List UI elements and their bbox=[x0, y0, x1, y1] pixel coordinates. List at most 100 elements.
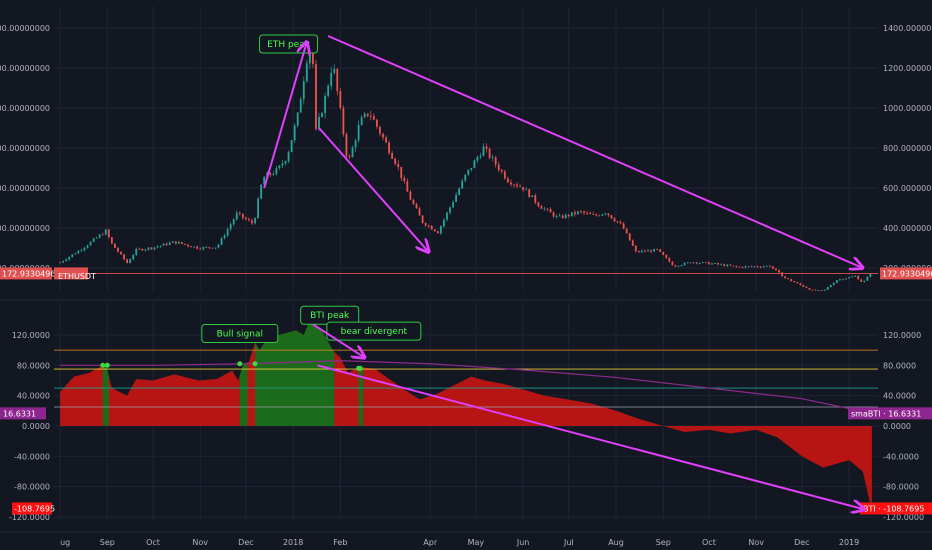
indicator-pane[interactable]: -120.0000 -120.0000 -80.0000 -80.0000 -40.00… bbox=[0, 302, 932, 522]
candle-body bbox=[345, 134, 348, 157]
candle-body bbox=[735, 265, 738, 267]
indicator-tick-label-left: 0.0000 bbox=[22, 422, 50, 431]
candle-body bbox=[138, 248, 141, 250]
candle-body bbox=[741, 266, 744, 268]
time-tick-label: Oct bbox=[702, 538, 716, 547]
candle-body bbox=[174, 241, 177, 244]
candle-body bbox=[357, 125, 360, 141]
candle-body bbox=[436, 231, 439, 234]
time-tick-label: Apr bbox=[423, 538, 438, 547]
candle-body bbox=[762, 266, 765, 268]
candle-body bbox=[382, 133, 384, 138]
candle-body bbox=[625, 228, 628, 234]
candle-body bbox=[555, 215, 558, 217]
candle-body bbox=[738, 266, 741, 268]
price-tick-label-right: 600.00000000 bbox=[883, 184, 932, 193]
candle-body bbox=[330, 72, 333, 86]
candle-body bbox=[321, 113, 323, 117]
bti-area-bullish bbox=[358, 366, 364, 426]
candle-body bbox=[467, 169, 470, 175]
candle-body bbox=[446, 212, 448, 220]
candle-body bbox=[552, 212, 555, 217]
candle-body bbox=[299, 99, 302, 113]
candle-body bbox=[574, 212, 576, 215]
candle-body bbox=[765, 265, 768, 267]
candle-body bbox=[327, 85, 330, 96]
candle-body bbox=[564, 214, 567, 219]
candle-body bbox=[674, 265, 677, 267]
indicator-tick-label-right: -120.0000 bbox=[883, 513, 924, 522]
candle-body bbox=[857, 275, 860, 280]
candle-body bbox=[546, 208, 549, 210]
candle-body bbox=[686, 262, 689, 264]
candle-body bbox=[845, 278, 847, 280]
candle-body bbox=[284, 161, 287, 164]
candle-body bbox=[153, 247, 156, 250]
candle-body bbox=[208, 246, 211, 248]
candle-body bbox=[147, 247, 150, 250]
bull-signal-dot bbox=[237, 361, 243, 367]
candle-body bbox=[814, 289, 817, 291]
candle-body bbox=[287, 152, 290, 162]
candle-body bbox=[80, 250, 83, 251]
candle-body bbox=[117, 247, 119, 252]
candle-body bbox=[83, 247, 86, 251]
candle-body bbox=[708, 262, 710, 265]
candle-body bbox=[500, 170, 503, 172]
candle-body bbox=[863, 280, 866, 282]
candle-body bbox=[851, 276, 854, 278]
candle-body bbox=[491, 157, 494, 159]
candle-body bbox=[506, 178, 509, 183]
candle-body bbox=[759, 266, 762, 268]
candle-body bbox=[412, 199, 415, 205]
candle-body bbox=[77, 250, 80, 254]
candle-body bbox=[144, 249, 147, 251]
candle-body bbox=[360, 117, 363, 126]
candle-body bbox=[717, 263, 719, 265]
time-axis[interactable]: ug Sep Oct Nov Dec 2018 Feb Apr May Jun Jul Aug Sep O… bbox=[0, 531, 932, 547]
callout-bear-divergent: bear divergent bbox=[341, 327, 408, 337]
candle-body bbox=[659, 249, 662, 252]
candle-body bbox=[315, 64, 317, 129]
price-pane[interactable]: 200.00000000200.00000000400.00000000400.… bbox=[0, 6, 932, 301]
candle-body bbox=[439, 226, 442, 234]
candle-body bbox=[677, 265, 680, 267]
candle-body bbox=[296, 112, 299, 126]
candle-body bbox=[570, 212, 573, 217]
candle-body bbox=[802, 285, 805, 287]
candle-body bbox=[610, 215, 613, 219]
indicator-tick-label-right: 80.0000 bbox=[883, 361, 916, 370]
candle-body bbox=[549, 209, 552, 213]
candle-body bbox=[586, 212, 588, 214]
candle-body bbox=[254, 218, 256, 224]
candle-body bbox=[95, 237, 98, 239]
candle-body bbox=[418, 208, 421, 216]
candle-body bbox=[793, 281, 796, 283]
candle-body bbox=[823, 289, 826, 291]
candle-body bbox=[701, 262, 704, 263]
indicator-tick-label-left: 40.0000 bbox=[17, 392, 50, 401]
candle-body bbox=[854, 275, 857, 277]
candle-body bbox=[811, 289, 814, 291]
candle-body bbox=[580, 211, 582, 213]
candle-body bbox=[583, 211, 585, 213]
candle-body bbox=[385, 137, 387, 143]
candle-body bbox=[485, 146, 488, 149]
last-price-tag-left bbox=[0, 267, 52, 280]
candle-body bbox=[604, 213, 607, 215]
candle-body bbox=[132, 254, 135, 260]
callout-bull-signal: Bull signal bbox=[217, 329, 263, 339]
candle-body bbox=[190, 246, 192, 248]
callout-bti-peak: BTI peak bbox=[310, 311, 350, 321]
time-tick-label: Aug bbox=[608, 538, 624, 547]
candle-body bbox=[101, 234, 104, 236]
candle-body bbox=[503, 171, 506, 179]
candle-body bbox=[516, 184, 518, 187]
candle-body bbox=[223, 235, 226, 239]
candle-body bbox=[683, 262, 686, 266]
candle-body bbox=[62, 261, 65, 263]
candle-body bbox=[226, 229, 229, 236]
candle-body bbox=[141, 248, 144, 251]
candle-body bbox=[522, 186, 525, 190]
